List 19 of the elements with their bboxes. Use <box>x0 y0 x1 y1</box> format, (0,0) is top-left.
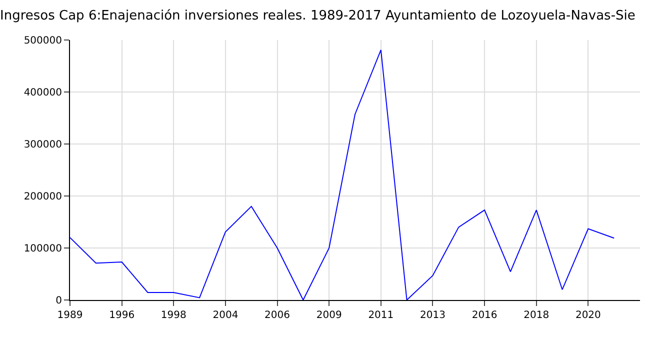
x-tick-label: 2020 <box>575 310 601 321</box>
x-tick-label: 2004 <box>212 310 238 321</box>
x-tick-label: 1989 <box>57 310 83 321</box>
chart-title: Ingresos Cap 6:Enajenación inversiones reales. 1989-2017 Ayuntamiento de Lozoyuela-Navas-Sie <box>0 8 636 24</box>
x-tick-label: 1996 <box>109 310 135 321</box>
y-tick-label: 0 <box>56 296 62 306</box>
y-tick-label: 100000 <box>24 244 62 254</box>
x-tick-label: 2013 <box>420 310 446 321</box>
x-tick-label: 2009 <box>316 310 342 321</box>
y-tick-label: 400000 <box>24 88 62 98</box>
y-tick-label: 500000 <box>24 36 62 46</box>
line-series <box>70 49 615 300</box>
y-tick-label: 300000 <box>24 140 62 150</box>
x-tick-label: 1998 <box>160 310 186 321</box>
x-tick-label: 2006 <box>264 310 290 321</box>
y-tick-label: 200000 <box>24 192 62 202</box>
x-tick-label: 2018 <box>524 310 550 321</box>
x-tick-label: 2016 <box>472 310 498 321</box>
x-tick-label: 2011 <box>368 310 394 321</box>
